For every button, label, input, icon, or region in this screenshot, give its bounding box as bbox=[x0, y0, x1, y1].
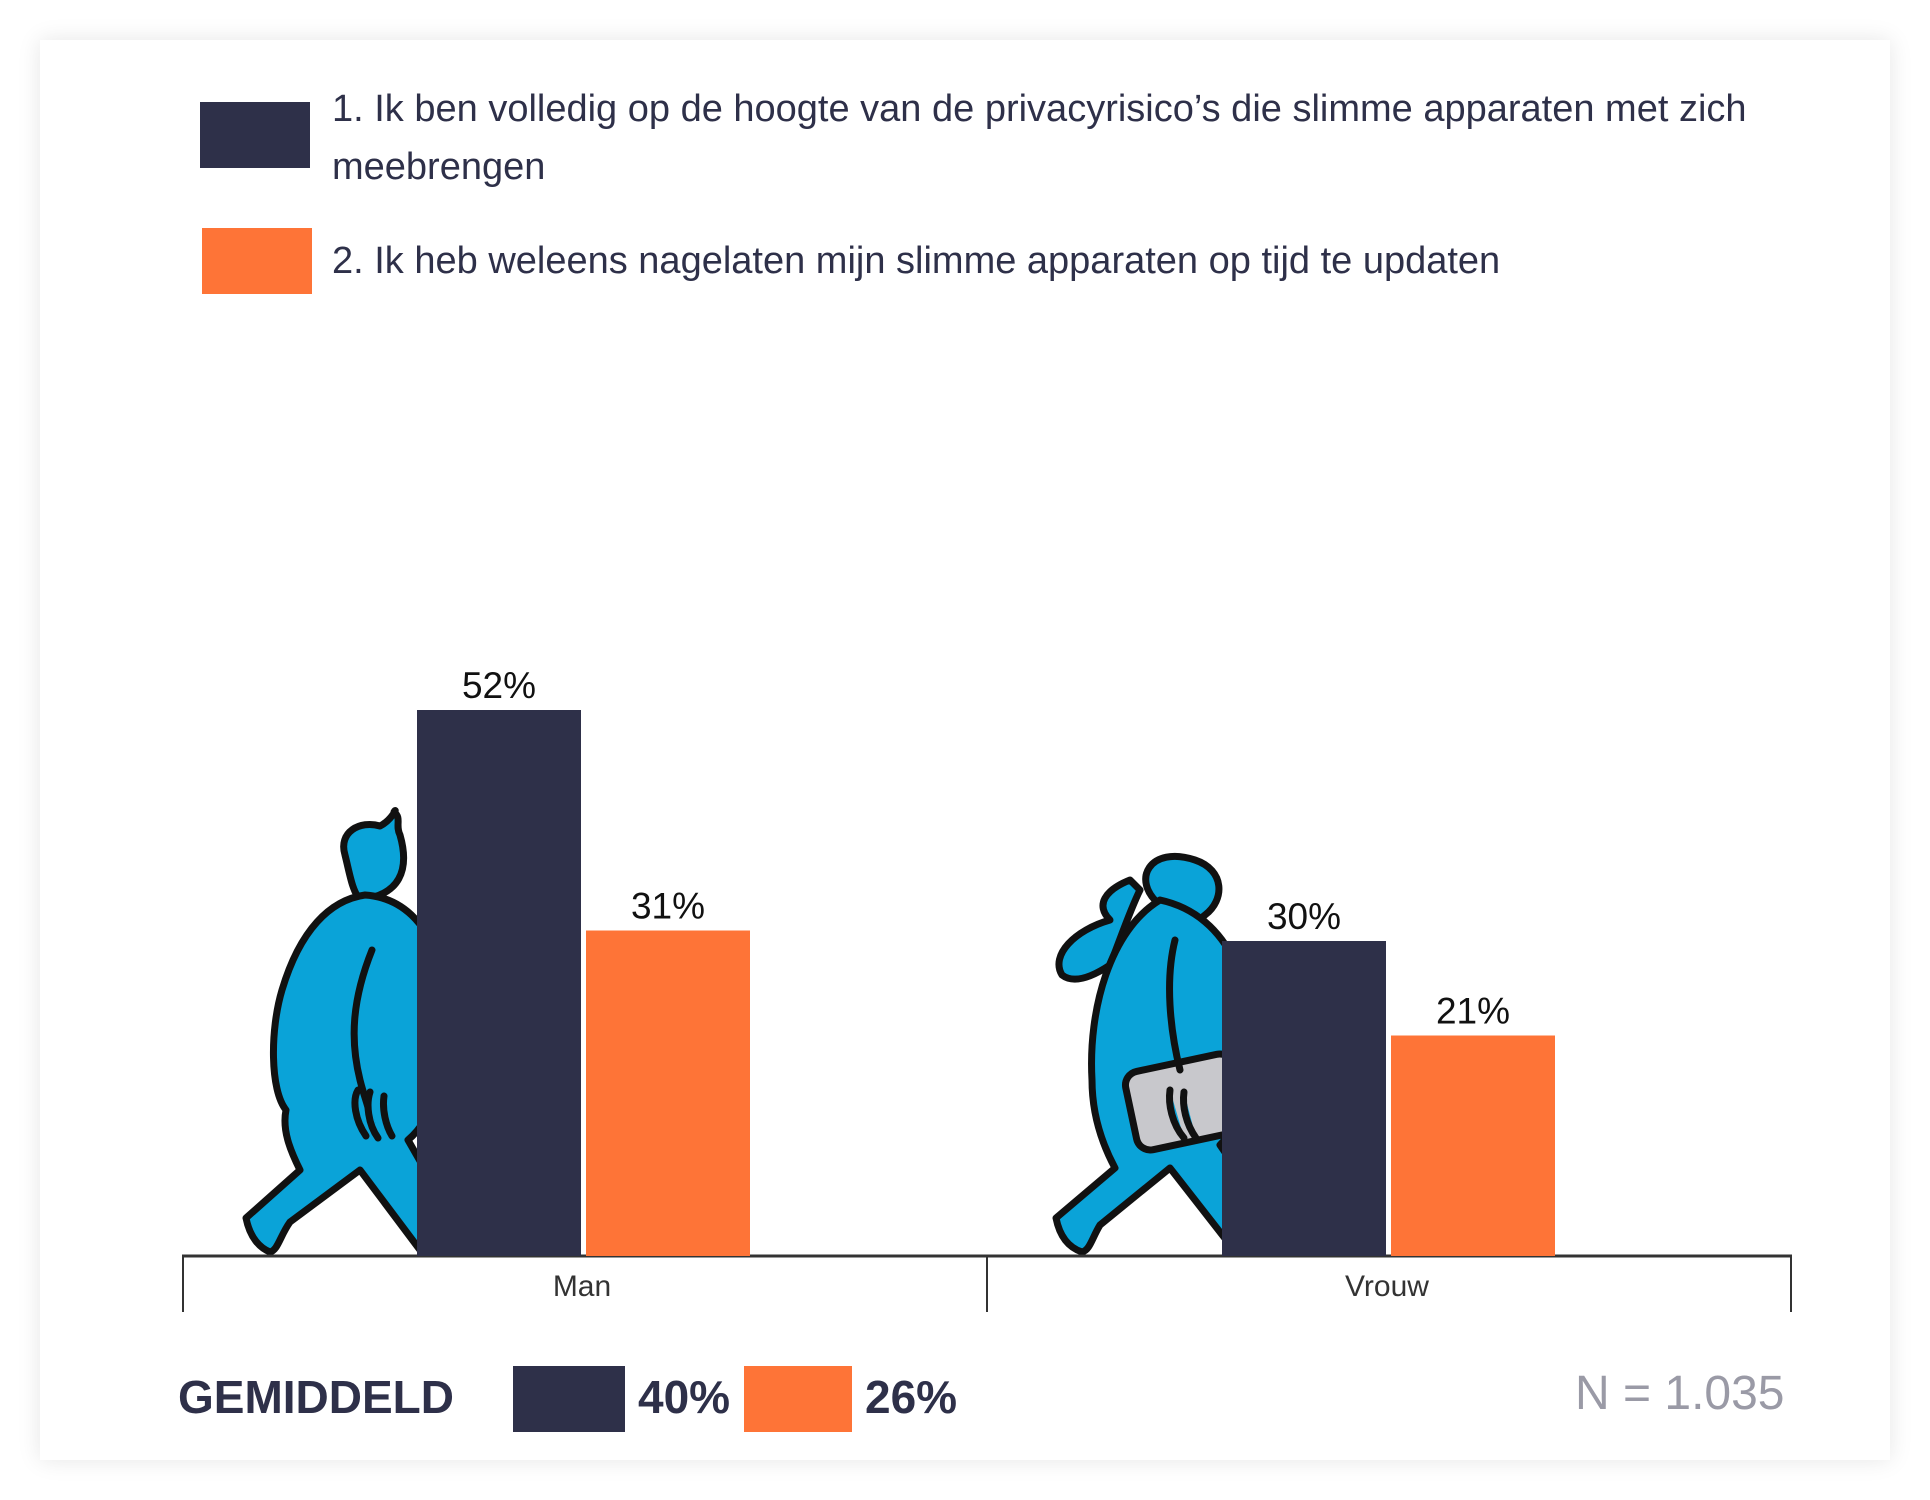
bar-man-series-1 bbox=[417, 710, 581, 1256]
average-swatch-series-2 bbox=[744, 1366, 852, 1432]
average-swatch-series-1 bbox=[513, 1366, 625, 1432]
legend-label-series-1: 1. Ik ben volledig op de hoogte van de p… bbox=[332, 88, 1747, 188]
bar-vrouw-series-1 bbox=[1222, 941, 1386, 1256]
walking-man-illustration bbox=[242, 807, 471, 1256]
average-label: GEMIDDELD bbox=[178, 1371, 454, 1423]
data-label-man-series-1: 52% bbox=[462, 665, 536, 706]
sample-size-label: N = 1.035 bbox=[1575, 1367, 1785, 1420]
x-tick-label-vrouw: Vrouw bbox=[1345, 1270, 1429, 1303]
legend-swatch-series-2 bbox=[202, 228, 312, 294]
bar-man-series-2 bbox=[586, 930, 750, 1256]
data-label-man-series-2: 31% bbox=[631, 886, 705, 927]
data-label-vrouw-series-2: 21% bbox=[1436, 991, 1510, 1032]
data-label-vrouw-series-1: 30% bbox=[1267, 896, 1341, 937]
average-value-series-1: 40% bbox=[638, 1371, 731, 1423]
legend-swatch-series-1 bbox=[200, 102, 310, 168]
legend-label-series-2: 2. Ik heb weleens nagelaten mijn slimme … bbox=[332, 240, 1501, 282]
chart-card bbox=[40, 40, 1890, 1460]
bar-vrouw-series-2 bbox=[1391, 1035, 1555, 1256]
x-tick-label-man: Man bbox=[553, 1270, 611, 1303]
average-value-series-2: 26% bbox=[865, 1371, 958, 1423]
